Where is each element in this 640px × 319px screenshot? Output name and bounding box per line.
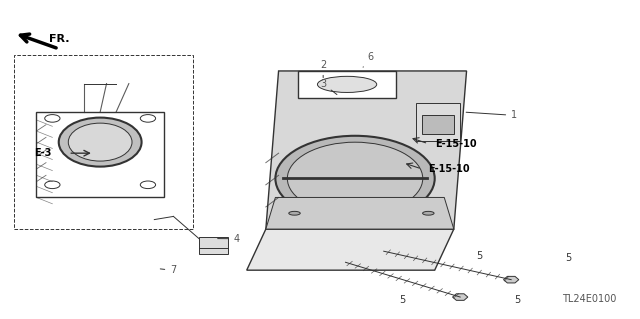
Polygon shape xyxy=(266,71,467,229)
Circle shape xyxy=(140,115,156,122)
Text: 5: 5 xyxy=(399,295,406,305)
Circle shape xyxy=(140,181,156,189)
Polygon shape xyxy=(266,197,454,229)
Bar xyxy=(14,55,193,229)
Polygon shape xyxy=(504,276,519,283)
Circle shape xyxy=(45,115,60,122)
Bar xyxy=(422,115,454,134)
Bar xyxy=(298,71,396,98)
Ellipse shape xyxy=(287,142,423,215)
Text: 1: 1 xyxy=(466,110,517,120)
Bar xyxy=(36,112,164,197)
Circle shape xyxy=(149,217,159,222)
Text: 6: 6 xyxy=(363,52,374,67)
Text: E-3: E-3 xyxy=(34,148,51,158)
Text: 5: 5 xyxy=(565,253,572,263)
Text: 7: 7 xyxy=(160,265,177,275)
Polygon shape xyxy=(246,229,454,270)
Text: 3: 3 xyxy=(320,79,337,94)
Circle shape xyxy=(45,181,60,189)
Text: E-15-10: E-15-10 xyxy=(435,139,476,149)
Text: TL24E0100: TL24E0100 xyxy=(562,293,616,304)
Ellipse shape xyxy=(289,211,300,215)
Ellipse shape xyxy=(317,76,377,93)
Ellipse shape xyxy=(422,211,434,215)
Polygon shape xyxy=(452,294,468,300)
Ellipse shape xyxy=(59,118,141,167)
Bar xyxy=(415,103,460,141)
Text: 5: 5 xyxy=(515,295,520,305)
Bar xyxy=(199,237,228,254)
Text: E-15-10: E-15-10 xyxy=(428,164,470,174)
Ellipse shape xyxy=(275,136,435,221)
Ellipse shape xyxy=(68,123,132,161)
Text: 4: 4 xyxy=(218,234,240,244)
Text: 5: 5 xyxy=(476,251,483,261)
Text: 2: 2 xyxy=(320,60,326,78)
Text: FR.: FR. xyxy=(49,34,70,44)
